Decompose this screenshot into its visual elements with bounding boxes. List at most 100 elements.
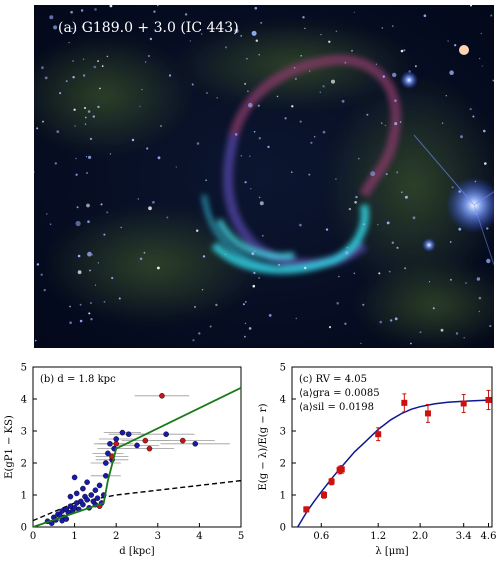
star: [455, 332, 459, 335]
star: [259, 201, 264, 206]
plot-b-point: [71, 474, 78, 481]
star-field: [34, 5, 494, 345]
plot-b-point: [92, 487, 99, 493]
star: [445, 95, 447, 97]
star: [49, 223, 52, 225]
star: [75, 173, 78, 176]
star: [253, 271, 256, 274]
star: [244, 181, 247, 184]
star: [396, 246, 399, 249]
star: [370, 171, 376, 177]
star: [476, 277, 481, 281]
star: [319, 91, 321, 94]
plot-b-xtick-label: 5: [238, 531, 244, 542]
star: [157, 5, 159, 7]
plot-b-ytick-label: 4: [21, 395, 27, 406]
star: [415, 65, 417, 68]
star: [254, 6, 258, 10]
star: [90, 318, 93, 321]
star: [141, 88, 143, 91]
star: [419, 331, 422, 334]
plot-b-ytick-label: 2: [21, 459, 27, 470]
plot-c-point: [485, 396, 492, 403]
star: [302, 16, 305, 19]
star: [447, 40, 449, 42]
star: [460, 135, 463, 139]
star: [391, 25, 394, 27]
star: [83, 106, 87, 110]
star: [355, 195, 358, 199]
star: [88, 312, 91, 315]
star: [293, 67, 296, 69]
star: [392, 72, 397, 78]
star: [251, 30, 257, 36]
star: [202, 255, 206, 258]
plot-b-ytick-label: 0: [21, 523, 27, 534]
star: [242, 303, 245, 306]
star: [344, 322, 347, 325]
star: [49, 15, 54, 20]
star: [143, 251, 146, 254]
star: [249, 155, 251, 157]
plot-b-ytick-label: 1: [21, 491, 27, 502]
star: [341, 99, 345, 103]
star: [492, 79, 494, 82]
star: [399, 121, 402, 123]
star: [72, 60, 74, 62]
star: [86, 172, 88, 174]
star: [366, 113, 369, 116]
star: [258, 276, 261, 279]
plot-c-ytick-label: 4: [280, 395, 286, 406]
star: [328, 40, 331, 43]
star: [53, 25, 58, 30]
star: [244, 300, 247, 303]
star: [40, 273, 43, 276]
star: [144, 61, 147, 63]
star: [139, 105, 141, 108]
star: [246, 57, 248, 60]
plot-b-xtick-label: 2: [113, 531, 119, 542]
star: [79, 303, 82, 306]
star: [201, 33, 203, 35]
plot-c-frame: [291, 366, 493, 528]
star: [103, 301, 106, 303]
star: [276, 95, 279, 98]
star: [248, 102, 253, 108]
star: [489, 324, 492, 328]
star: [378, 272, 381, 275]
plot-b-model-line: [32, 386, 242, 528]
star: [258, 137, 261, 140]
plot-b-frame: [32, 366, 242, 528]
star: [120, 226, 122, 229]
star: [268, 314, 272, 317]
star: [309, 70, 311, 72]
star: [303, 266, 307, 270]
plot-c-point: [320, 492, 327, 498]
star: [137, 198, 139, 200]
star: [118, 297, 121, 300]
star: [385, 173, 388, 176]
star: [410, 342, 412, 345]
star: [34, 171, 35, 173]
star: [234, 133, 238, 136]
plot-b-point: [84, 479, 90, 485]
star: [184, 13, 188, 16]
star: [380, 122, 383, 125]
star: [76, 206, 79, 209]
star: [299, 223, 302, 227]
star: [331, 79, 335, 84]
star: [147, 54, 150, 58]
plot-b-ylabel: E(gP1 − KS): [4, 415, 15, 479]
star: [354, 201, 357, 204]
star: [412, 216, 416, 220]
plot-b-point: [119, 429, 126, 436]
star: [320, 33, 322, 36]
plot-c-xtick-label: 1.2: [370, 531, 386, 542]
green-nebulosity: [34, 20, 494, 348]
star: [470, 5, 472, 7]
star: [382, 75, 385, 78]
star: [71, 27, 73, 30]
star: [377, 224, 379, 226]
star: [478, 57, 481, 60]
star: [73, 108, 76, 111]
